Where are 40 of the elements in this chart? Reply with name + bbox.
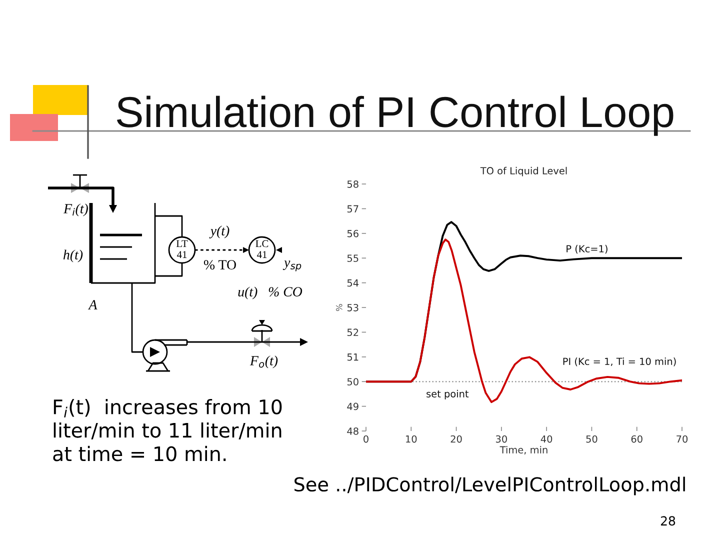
x-tick-label: 30 (496, 435, 507, 443)
x-tick-label: 40 (540, 435, 552, 443)
y-tick-label: 48 (347, 427, 358, 435)
text: 28 (660, 516, 676, 526)
ref-line-label: set point (426, 390, 469, 400)
text: % TO (204, 260, 236, 270)
y-tick-label: 49 (347, 402, 358, 410)
y-axis-title: % (336, 304, 342, 311)
text: LC 41 (256, 240, 268, 258)
y-tick-label: 51 (347, 354, 358, 361)
y-tick-label: 56 (347, 230, 358, 238)
y-tick-label: 53 (347, 304, 358, 312)
x-tick-label: 10 (406, 435, 417, 443)
text: u(t) % CO (238, 286, 302, 300)
text: F$_{o}$(t) (250, 356, 278, 368)
x-tick-label: 0 (364, 435, 368, 443)
x-tick-label: 50 (586, 435, 598, 443)
text: y$_{sp}$ (282, 260, 302, 272)
text: See ../PIDControl/LevelPIControlLoop.mdl (294, 476, 685, 496)
y-tick-label: 57 (347, 205, 358, 213)
text: F$_{i}$(t) (63, 204, 88, 216)
y-tick-label: 52 (347, 328, 358, 336)
series-label: P (Kc=1) (566, 244, 608, 254)
y-tick-label: 58 (347, 180, 358, 188)
y-tick-label: 50 (347, 378, 358, 386)
text: y(t) (209, 226, 230, 238)
text: F$_{i}$(t) increases from 10 liter/min to 11 liter/min at time = 10 min. (53, 398, 282, 462)
x-tick-label: 70 (676, 435, 688, 443)
y-tick-label: 55 (347, 254, 358, 262)
x-axis-title: Time, min (500, 446, 548, 454)
x-tick-label: 60 (631, 435, 642, 443)
text: h(t) (63, 250, 83, 262)
chart-subtitle: TO of Liquid Level (480, 166, 567, 176)
chart-title: Simulation of PI Control Loop (116, 96, 674, 136)
line-series (366, 238, 682, 404)
series-label: PI (Kc = 1, Ti = 10 min) (563, 358, 676, 366)
x-tick-label: 20 (450, 435, 462, 443)
text: A (88, 300, 98, 310)
y-tick-label: 54 (347, 279, 359, 287)
text: LT 41 (176, 240, 188, 258)
